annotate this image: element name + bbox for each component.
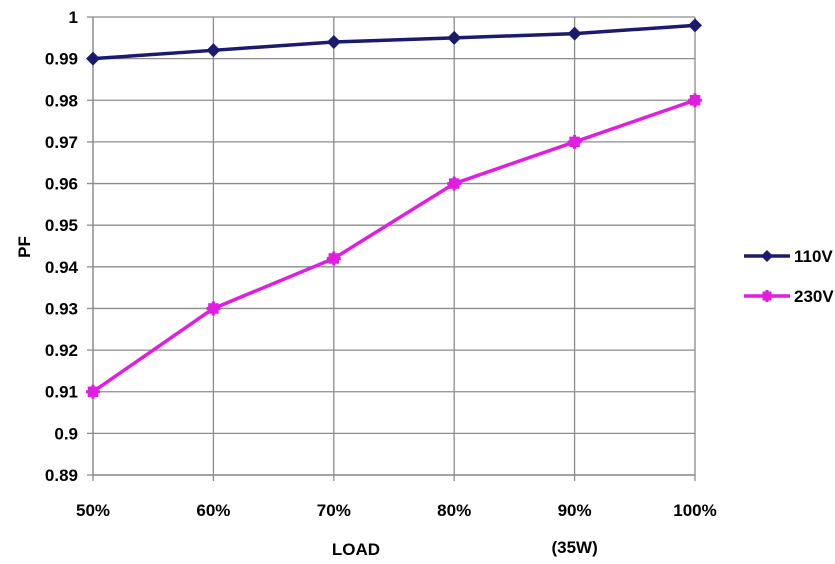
y-tick-label: 0.96 bbox=[45, 175, 78, 194]
x-tick-label: 60% bbox=[196, 501, 230, 520]
y-tick-label: 0.91 bbox=[45, 383, 78, 402]
x-tick-label: 70% bbox=[317, 501, 351, 520]
y-tick-label: 0.98 bbox=[45, 91, 78, 110]
y-tick-label: 0.99 bbox=[45, 50, 78, 69]
legend-marker bbox=[761, 250, 773, 262]
legend-label: 110V bbox=[794, 247, 833, 266]
x-axis-title: LOAD bbox=[332, 540, 380, 559]
y-tick-label: 0.97 bbox=[45, 133, 78, 152]
x-tick-labels: 50% 60% 70% 80% 90% 100% bbox=[76, 501, 717, 520]
x-tick-label: 80% bbox=[437, 501, 471, 520]
series-line-230V bbox=[92, 98, 696, 394]
x-tick-label: 50% bbox=[76, 501, 110, 520]
data-point bbox=[688, 18, 702, 33]
y-tick-label: 0.93 bbox=[45, 299, 78, 318]
y-tick-label: 0.89 bbox=[45, 466, 78, 485]
grid-lines bbox=[93, 16, 696, 476]
y-axis-title: PF bbox=[15, 236, 34, 258]
legend-marker bbox=[761, 290, 773, 302]
data-point bbox=[447, 176, 462, 191]
y-tick-label: 1 bbox=[69, 8, 78, 27]
x-tick-label: 100% bbox=[673, 501, 716, 520]
data-point bbox=[326, 34, 341, 49]
data-point bbox=[326, 251, 341, 266]
data-point bbox=[688, 93, 702, 108]
legend: 110V 230V bbox=[744, 247, 834, 306]
legend-label: 230V bbox=[794, 287, 834, 306]
series-group bbox=[86, 18, 702, 399]
axes bbox=[87, 16, 696, 481]
y-tick-labels: 0.89 0.9 0.91 0.92 0.93 0.94 0.95 0.96 0.97 0.98 0… bbox=[45, 8, 79, 485]
y-tick-label: 0.9 bbox=[54, 424, 78, 443]
x-sublabel: (35W) bbox=[551, 538, 597, 557]
data-point bbox=[567, 134, 582, 149]
data-point bbox=[206, 301, 221, 316]
data-point bbox=[86, 51, 100, 66]
data-point bbox=[447, 30, 462, 45]
x-tick-label: 90% bbox=[558, 501, 592, 520]
y-tick-label: 0.94 bbox=[45, 258, 79, 277]
data-point bbox=[206, 43, 221, 58]
y-tick-label: 0.92 bbox=[45, 341, 78, 360]
data-point bbox=[567, 26, 582, 41]
y-tick-label: 0.95 bbox=[45, 216, 78, 235]
data-point bbox=[86, 384, 100, 399]
series-line-110V bbox=[92, 23, 696, 61]
